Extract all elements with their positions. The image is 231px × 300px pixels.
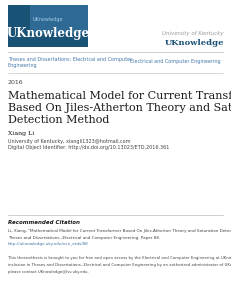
Text: Electrical and Computer Engineering: Electrical and Computer Engineering bbox=[130, 59, 221, 64]
Text: Mathematical Model for Current Transformer: Mathematical Model for Current Transform… bbox=[8, 91, 231, 101]
Text: Engineering: Engineering bbox=[8, 64, 38, 68]
Text: Theses and Dissertations--Electrical and Computer Engineering. Paper 88.: Theses and Dissertations--Electrical and… bbox=[8, 236, 160, 240]
Text: University of Kentucky: University of Kentucky bbox=[162, 32, 224, 37]
Text: Digital Object Identifier: http://dx.doi.org/10.13023/ETD.2016.361: Digital Object Identifier: http://dx.doi… bbox=[8, 146, 169, 151]
Text: UKnowledge: UKnowledge bbox=[6, 28, 90, 40]
Text: University of Kentucky, xiangli1323@hotmail.com: University of Kentucky, xiangli1323@hotm… bbox=[8, 139, 131, 143]
Text: inclusion in Theses and Dissertations--Electrical and Computer Engineering by an: inclusion in Theses and Dissertations--E… bbox=[8, 263, 231, 267]
Bar bbox=[8, 5, 88, 47]
Text: Li, Xiang, "Mathematical Model for Current Transformer Based On Jiles-Atherton T: Li, Xiang, "Mathematical Model for Curre… bbox=[8, 229, 231, 233]
Text: please contact UKnowledge@lsv.uky.edu.: please contact UKnowledge@lsv.uky.edu. bbox=[8, 270, 89, 274]
Text: Detection Method: Detection Method bbox=[8, 115, 109, 125]
Text: Theses and Dissertations: Electrical and Computer: Theses and Dissertations: Electrical and… bbox=[8, 56, 132, 61]
Text: UKnowledge: UKnowledge bbox=[33, 17, 63, 22]
Text: Xiang Li: Xiang Li bbox=[8, 130, 34, 136]
Text: Recommended Citation: Recommended Citation bbox=[8, 220, 80, 224]
Text: http://uknowledge.uky.edu/ece_etds/88: http://uknowledge.uky.edu/ece_etds/88 bbox=[8, 242, 89, 246]
Text: 2016: 2016 bbox=[8, 80, 24, 85]
Text: UKnowledge: UKnowledge bbox=[164, 39, 224, 47]
Bar bbox=[30, 5, 88, 33]
Text: Based On Jiles-Atherton Theory and Saturation: Based On Jiles-Atherton Theory and Satur… bbox=[8, 103, 231, 113]
Text: This theses/thesis is brought to you for free and open access by the Electrical : This theses/thesis is brought to you for… bbox=[8, 256, 231, 260]
